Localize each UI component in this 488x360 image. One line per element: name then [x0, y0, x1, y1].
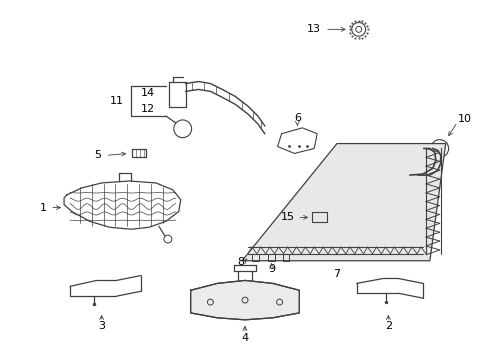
- Text: 9: 9: [267, 264, 275, 274]
- Text: 15: 15: [280, 212, 294, 222]
- Text: 7: 7: [333, 269, 340, 279]
- Text: 4: 4: [241, 333, 248, 342]
- Bar: [267, 254, 274, 261]
- Polygon shape: [242, 144, 445, 261]
- Text: 5: 5: [95, 150, 102, 161]
- Text: 3: 3: [98, 321, 105, 331]
- Bar: [251, 254, 258, 261]
- Text: 11: 11: [109, 96, 123, 106]
- Bar: [282, 254, 289, 261]
- Text: 12: 12: [141, 104, 155, 114]
- Text: 6: 6: [293, 113, 300, 123]
- Bar: [311, 212, 326, 222]
- Text: 2: 2: [384, 321, 391, 331]
- Text: 8: 8: [236, 257, 244, 267]
- Text: 10: 10: [457, 114, 470, 124]
- Polygon shape: [190, 280, 299, 320]
- Text: 1: 1: [40, 203, 47, 212]
- Text: 14: 14: [141, 88, 155, 98]
- Text: 13: 13: [306, 24, 321, 34]
